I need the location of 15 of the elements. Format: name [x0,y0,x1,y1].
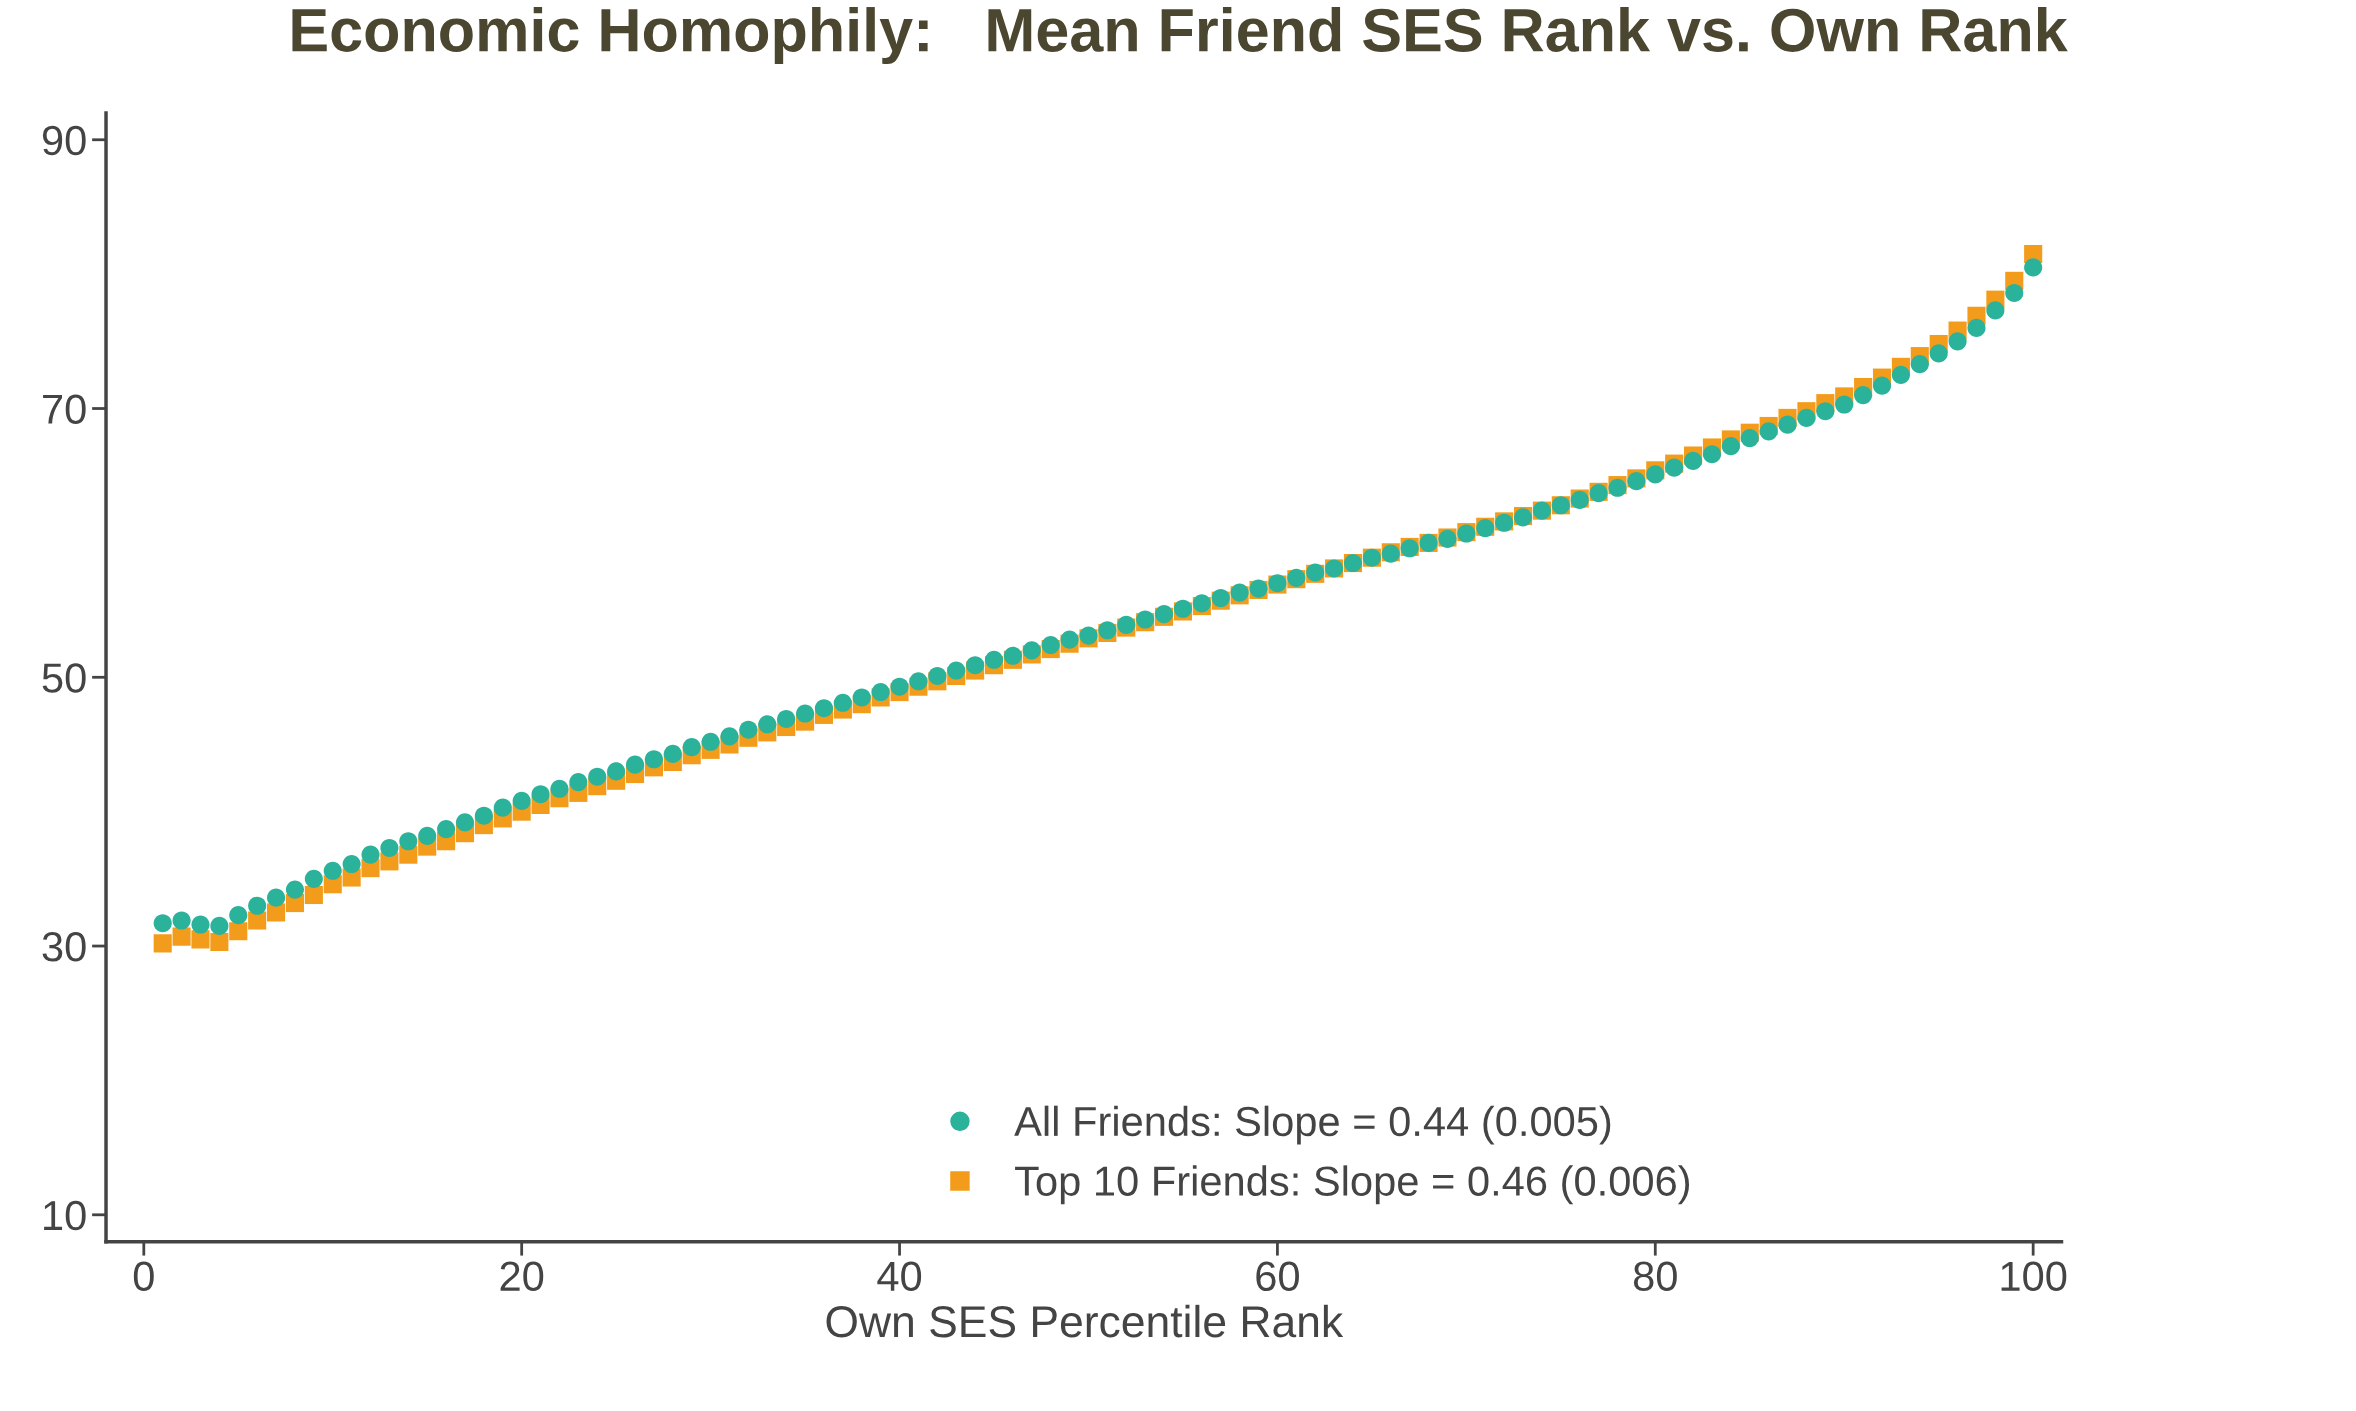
legend-label: All Friends: Slope = 0.44 (0.005) [1014,1105,1611,1145]
x-tick-label: 40 [877,1261,922,1292]
y-tick-label: 50 [42,663,86,693]
x-axis-title: Own SES Percentile Rank [826,1304,1344,1338]
x-tick-label: 100 [2001,1261,2067,1292]
x-tick-label: 20 [500,1261,544,1292]
x-tick-label: 0 [133,1261,154,1292]
y-tick-label: 10 [44,1200,86,1231]
y-tick-label: 70 [43,394,86,425]
x-tick-label: 60 [1256,1261,1299,1292]
y-tick-label: 30 [42,932,86,962]
legend-label: Top 10 Friends: Slope = 0.46 (0.006) [1015,1165,1690,1205]
y-tick-label: 90 [42,125,86,156]
chart-title: Economic Homophily: Mean Friend SES Rank vs. Own Rank [292,7,2068,65]
x-tick-label: 80 [1633,1261,1677,1292]
